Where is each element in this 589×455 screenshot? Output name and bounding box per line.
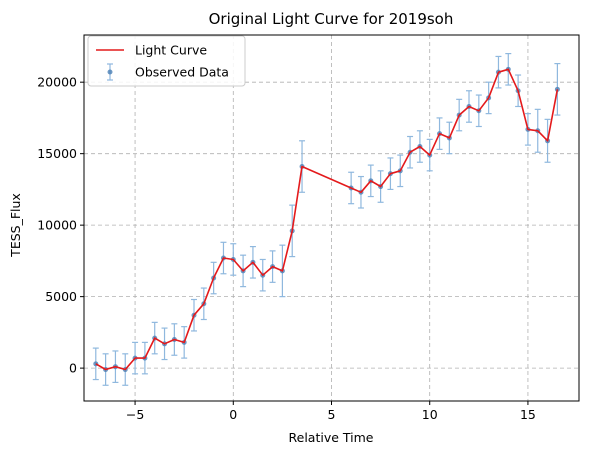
- y-tick-label: 0: [69, 361, 77, 376]
- legend-errorbar-swatch: [107, 63, 113, 81]
- x-axis-ticks: −5 0 5 10 15: [126, 401, 536, 422]
- x-tick-label: −5: [126, 407, 144, 422]
- x-tick-label: 0: [229, 407, 237, 422]
- chart-title: Original Light Curve for 2019soh: [209, 10, 454, 28]
- y-tick-label: 5000: [45, 289, 77, 304]
- legend-box: [87, 35, 246, 87]
- legend-label-light-curve: Light Curve: [135, 43, 207, 58]
- y-axis-label: TESS_Flux: [8, 193, 23, 258]
- y-tick-label: 10000: [37, 218, 77, 233]
- y-axis-ticks: 0 5000 10000 15000 20000: [37, 75, 84, 376]
- x-axis-label: Relative Time: [289, 430, 374, 445]
- x-tick-label: 15: [520, 407, 536, 422]
- legend-label-observed-data: Observed Data: [135, 65, 229, 80]
- y-tick-label: 20000: [37, 75, 77, 90]
- grid-lines: [84, 35, 579, 401]
- x-tick-label: 10: [422, 407, 438, 422]
- x-tick-label: 5: [328, 407, 336, 422]
- legend: Light Curve Observed Data: [87, 35, 246, 87]
- y-tick-label: 15000: [37, 146, 77, 161]
- light-curve-line: [95, 68, 559, 371]
